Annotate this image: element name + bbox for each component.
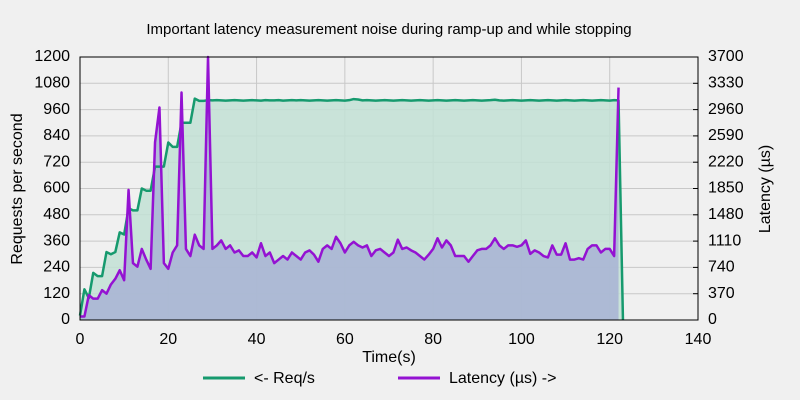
y2-tick-label: 3700	[708, 48, 744, 65]
y-tick-label: 1200	[34, 48, 70, 65]
x-tick-label: 40	[248, 331, 266, 348]
x-tick-label: 20	[159, 331, 177, 348]
x-tick-label: 140	[685, 331, 712, 348]
x-tick-label: 60	[336, 331, 354, 348]
y-tick-label: 600	[43, 180, 70, 197]
y-tick-label: 120	[43, 285, 70, 302]
y2-tick-label: 2960	[708, 101, 744, 118]
y2-tick-label: 1850	[708, 180, 744, 197]
area	[80, 57, 619, 320]
x-tick-label: 100	[508, 331, 535, 348]
series-line	[80, 55, 620, 318]
y2-tick-label: 2220	[708, 153, 744, 170]
y-tick-label: 960	[43, 101, 70, 118]
y2-tick-label: 370	[708, 285, 735, 302]
legend-label: Latency (µs) ->	[449, 370, 556, 387]
y-tick-label: 0	[61, 311, 70, 328]
y-tick-label: 480	[43, 206, 70, 223]
y2-tick-label: 2590	[708, 127, 744, 144]
y-tick-label: 1080	[34, 75, 70, 92]
plot-border	[79, 56, 699, 321]
x-axis-label: Time(s)	[362, 349, 416, 366]
legend-label: <- Req/s	[254, 370, 315, 387]
y-tick-label: 720	[43, 153, 70, 170]
y-axis-label: Requests per second	[9, 113, 26, 264]
y-tick-label: 240	[43, 259, 70, 276]
y-tick-label: 840	[43, 127, 70, 144]
y-tick-label: 360	[43, 232, 70, 249]
x-tick-label: 0	[76, 331, 85, 348]
chart-title: Important latency measurement noise duri…	[146, 21, 631, 38]
x-tick-label: 120	[596, 331, 623, 348]
y2-tick-label: 1110	[708, 232, 741, 249]
y2-tick-label: 740	[708, 259, 735, 276]
y2-tick-label: 1480	[708, 206, 744, 223]
x-tick-label: 80	[424, 331, 442, 348]
y2-axis-label: Latency (µs)	[757, 145, 774, 233]
y2-tick-label: 0	[708, 311, 717, 328]
series-line	[78, 97, 625, 321]
y2-tick-label: 3330	[708, 75, 744, 92]
